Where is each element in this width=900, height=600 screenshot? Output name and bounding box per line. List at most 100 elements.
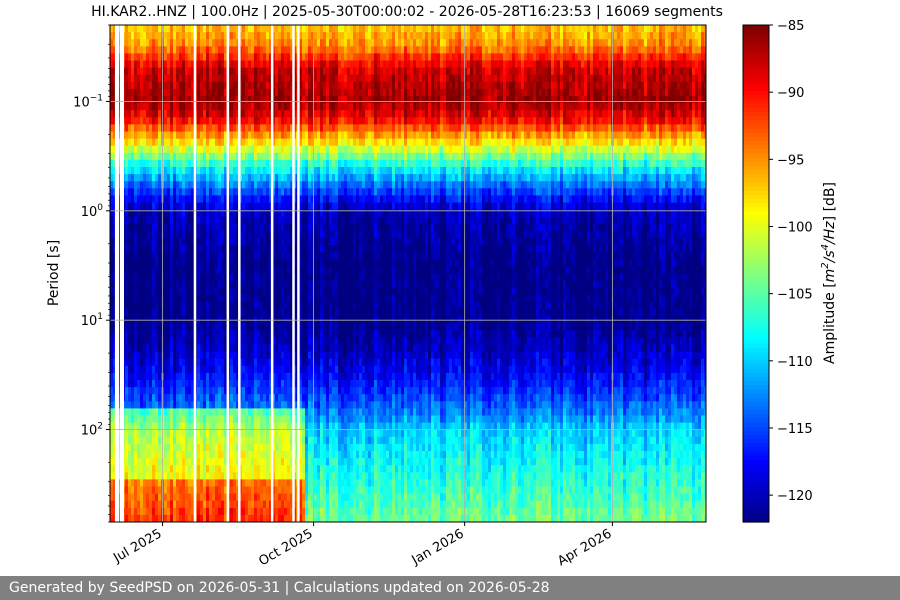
heatmap-cell — [179, 429, 183, 438]
heatmap-cell — [146, 380, 150, 388]
heatmap-cell — [314, 202, 318, 211]
heatmap-cell — [257, 88, 261, 97]
heatmap-cell — [242, 103, 246, 111]
heatmap-cell — [317, 365, 321, 374]
heatmap-cell — [221, 365, 225, 374]
heatmap-cell — [299, 117, 303, 125]
heatmap-cell — [206, 209, 210, 218]
heatmap-cell — [317, 159, 321, 168]
heatmap-cell — [200, 344, 204, 353]
heatmap-cell — [278, 365, 282, 374]
heatmap-cell — [125, 67, 129, 76]
heatmap-cell — [242, 280, 246, 289]
heatmap-cell — [311, 380, 315, 388]
heatmap-cell — [218, 252, 222, 260]
heatmap-cell — [275, 259, 279, 267]
heatmap-cell — [152, 96, 156, 104]
heatmap-cell — [182, 330, 186, 338]
heatmap-cell — [287, 514, 291, 522]
heatmap-cell — [212, 60, 216, 69]
heatmap-cell — [182, 60, 186, 69]
heatmap-cell — [308, 415, 312, 424]
heatmap-cell — [287, 32, 291, 40]
heatmap-cell — [317, 188, 321, 196]
heatmap-cell — [263, 443, 267, 452]
heatmap-cell — [191, 81, 195, 90]
heatmap-cell — [125, 458, 129, 466]
heatmap-cell — [233, 280, 237, 289]
heatmap-cell — [248, 53, 252, 61]
heatmap-column — [290, 25, 294, 522]
heatmap-cell — [176, 493, 180, 502]
heatmap-cell — [188, 110, 192, 118]
heatmap-cell — [212, 25, 216, 33]
heatmap-column — [230, 25, 234, 522]
heatmap-cell — [302, 309, 306, 317]
heatmap-cell — [320, 167, 324, 175]
heatmap-cell — [272, 415, 276, 424]
heatmap-cell — [272, 67, 276, 76]
heatmap-cell — [239, 330, 243, 338]
heatmap-cell — [305, 53, 309, 61]
heatmap-cell — [113, 60, 117, 69]
heatmap-cell — [215, 53, 219, 61]
heatmap-cell — [254, 443, 258, 452]
heatmap-cell — [191, 159, 195, 168]
heatmap-cell — [287, 323, 291, 331]
heatmap-cell — [224, 465, 228, 473]
heatmap-cell — [170, 422, 174, 431]
heatmap-cell — [206, 32, 210, 40]
heatmap-cell — [242, 408, 246, 416]
heatmap-cell — [260, 429, 264, 438]
heatmap-cell — [149, 500, 153, 509]
heatmap-cell — [281, 493, 285, 502]
heatmap-cell — [137, 507, 141, 516]
heatmap-cell — [302, 131, 306, 140]
heatmap-cell — [242, 81, 246, 90]
heatmap-cell — [257, 252, 261, 260]
heatmap-cell — [152, 380, 156, 388]
heatmap-cell — [218, 216, 222, 225]
heatmap-cell — [281, 81, 285, 90]
heatmap-cell — [272, 280, 276, 289]
heatmap-cell — [137, 25, 141, 33]
heatmap-cell — [140, 159, 144, 168]
heatmap-cell — [146, 280, 150, 289]
heatmap-cell — [314, 351, 318, 360]
heatmap-cell — [149, 465, 153, 473]
heatmap-cell — [182, 124, 186, 132]
heatmap-cell — [113, 202, 117, 211]
heatmap-cell — [314, 365, 318, 374]
heatmap-cell — [188, 323, 192, 331]
heatmap-cell — [152, 273, 156, 282]
heatmap-cell — [248, 344, 252, 353]
heatmap-cell — [239, 216, 243, 225]
heatmap-cell — [218, 301, 222, 310]
heatmap-cell — [230, 124, 234, 132]
heatmap-cell — [266, 337, 270, 345]
heatmap-cell — [305, 372, 309, 381]
heatmap-cell — [173, 195, 177, 203]
heatmap-cell — [278, 507, 282, 516]
heatmap-cell — [272, 351, 276, 360]
heatmap-cell — [212, 266, 216, 274]
heatmap-cell — [218, 479, 222, 487]
heatmap-cell — [257, 380, 261, 388]
heatmap-cell — [317, 252, 321, 260]
heatmap-cell — [209, 209, 213, 218]
heatmap-cell — [305, 429, 309, 438]
heatmap-cell — [278, 25, 282, 33]
heatmap-cell — [233, 103, 237, 111]
heatmap-cell — [200, 422, 204, 431]
heatmap-cell — [287, 266, 291, 274]
heatmap-cell — [158, 380, 162, 388]
heatmap-cell — [146, 174, 150, 182]
heatmap-cell — [167, 287, 171, 296]
heatmap-cell — [146, 372, 150, 381]
heatmap-cell — [317, 60, 321, 69]
heatmap-cell — [233, 145, 237, 154]
heatmap-cell — [110, 500, 114, 509]
heatmap-cell — [308, 422, 312, 431]
heatmap-cell — [278, 216, 282, 225]
heatmap-cell — [308, 408, 312, 416]
